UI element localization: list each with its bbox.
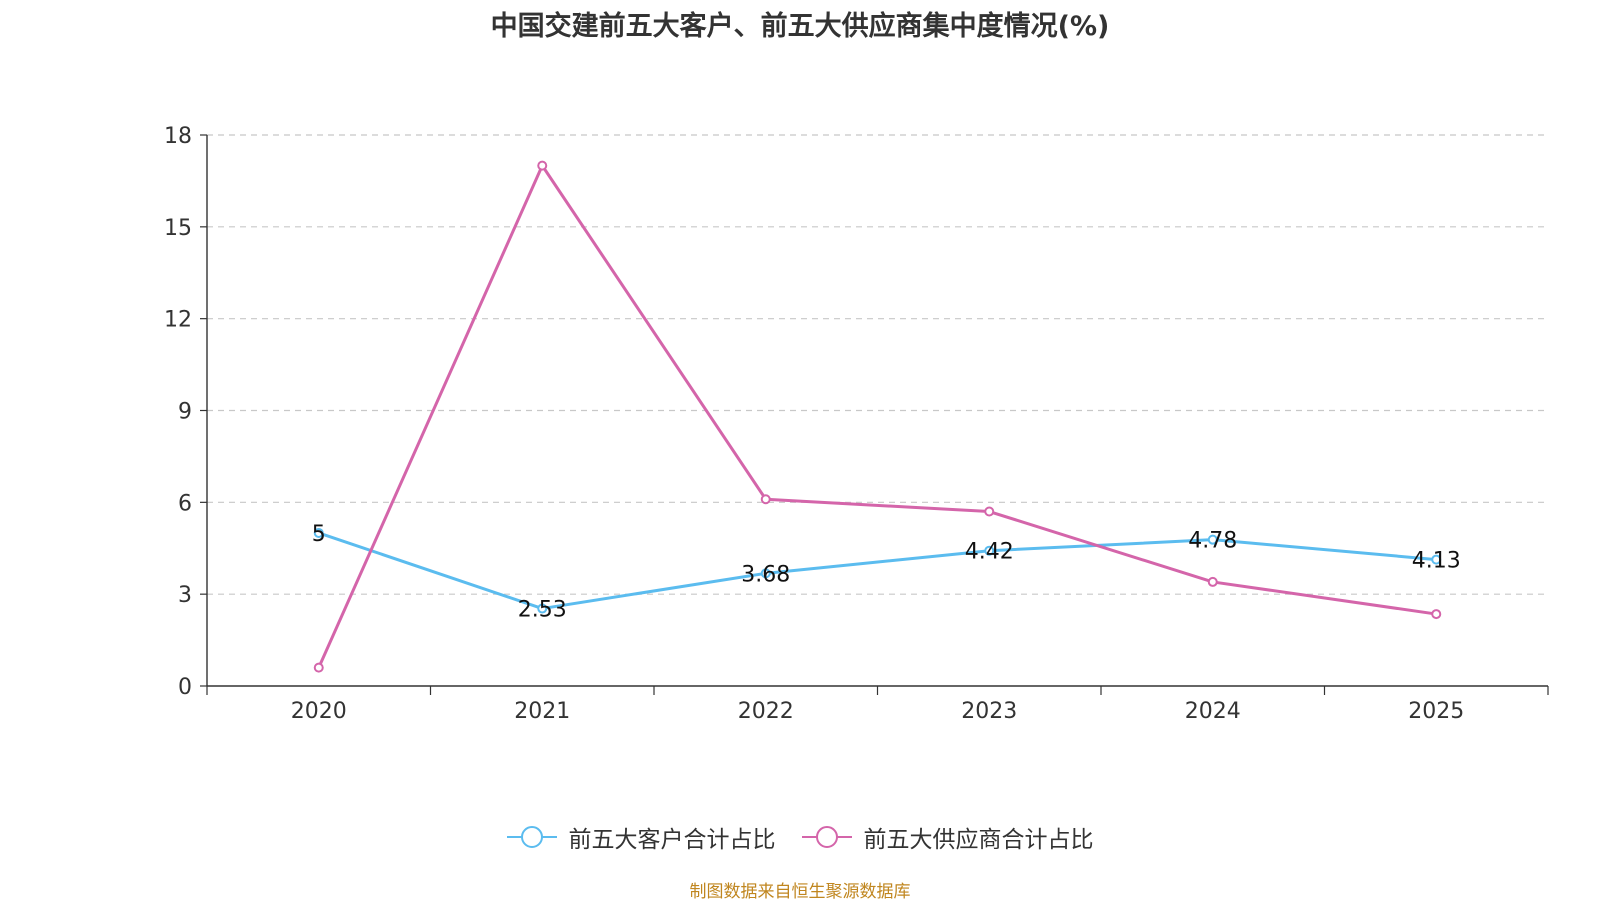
- x-tick-label: 2023: [961, 699, 1017, 724]
- series-point-1: [313, 662, 324, 673]
- series-point-1: [537, 160, 548, 171]
- y-tick-label: 0: [178, 675, 192, 700]
- y-tick-label: 12: [164, 308, 192, 333]
- data-label: 4.13: [1412, 549, 1461, 574]
- data-labels: 5 2.53 3.68 4.42 4.78 4.13: [312, 522, 1461, 623]
- y-tick-label: 3: [178, 583, 192, 608]
- x-tick-label: 2025: [1408, 699, 1464, 724]
- series-point-1: [984, 506, 995, 517]
- series-point-1: [1431, 609, 1442, 620]
- x-tick-label: 2021: [514, 699, 570, 724]
- series-line-0: [318, 531, 1437, 611]
- series-point-0: [1207, 534, 1218, 545]
- y-tick-label: 6: [178, 491, 192, 516]
- series-point-0: [1431, 554, 1442, 565]
- legend-label-customers: 前五大客户合计占比: [568, 827, 776, 853]
- data-label: 2.53: [518, 598, 567, 623]
- legend-marker-customers: [506, 826, 557, 848]
- series-layer: [313, 160, 1442, 673]
- series-point-0: [313, 527, 324, 538]
- legend-item-suppliers[interactable]: 前五大供应商合计占比: [801, 820, 1094, 854]
- data-label: 4.42: [965, 540, 1014, 565]
- x-tick-label: 2020: [291, 699, 347, 724]
- line-chart: 0 3 6 9 12 15 18 2020 2021 2022 2023 2024 2025 5 2.53…: [164, 124, 1549, 724]
- series-line-1: [317, 164, 1437, 669]
- y-tick-label: 18: [164, 124, 192, 149]
- legend-item-customers[interactable]: 前五大客户合计占比: [506, 820, 776, 854]
- data-label: 3.68: [741, 562, 790, 587]
- legend-marker-suppliers: [801, 826, 852, 848]
- y-tick-label: 15: [164, 216, 192, 241]
- legend-label-suppliers: 前五大供应商合计占比: [863, 827, 1094, 853]
- series-point-0: [537, 603, 548, 614]
- data-label: 4.78: [1188, 529, 1237, 554]
- axes: 0 3 6 9 12 15 18 2020 2021 2022 2023 2024 2025: [164, 124, 1549, 724]
- series-point-0: [760, 568, 771, 579]
- grid-lines: [207, 134, 1548, 595]
- data-label: 5: [312, 522, 326, 547]
- legend: 前五大客户合计占比 前五大供应商合计占比: [0, 820, 1600, 854]
- series-point-1: [760, 494, 771, 505]
- chart-title: 中国交建前五大客户、前五大供应商集中度情况(%): [490, 11, 1110, 42]
- source-note: 制图数据来自恒生聚源数据库: [689, 882, 911, 902]
- series-point-1: [1207, 576, 1218, 587]
- series-point-0: [984, 545, 995, 556]
- x-tick-label: 2022: [738, 699, 794, 724]
- x-tick-label: 2024: [1185, 699, 1241, 724]
- y-tick-label: 9: [178, 400, 192, 425]
